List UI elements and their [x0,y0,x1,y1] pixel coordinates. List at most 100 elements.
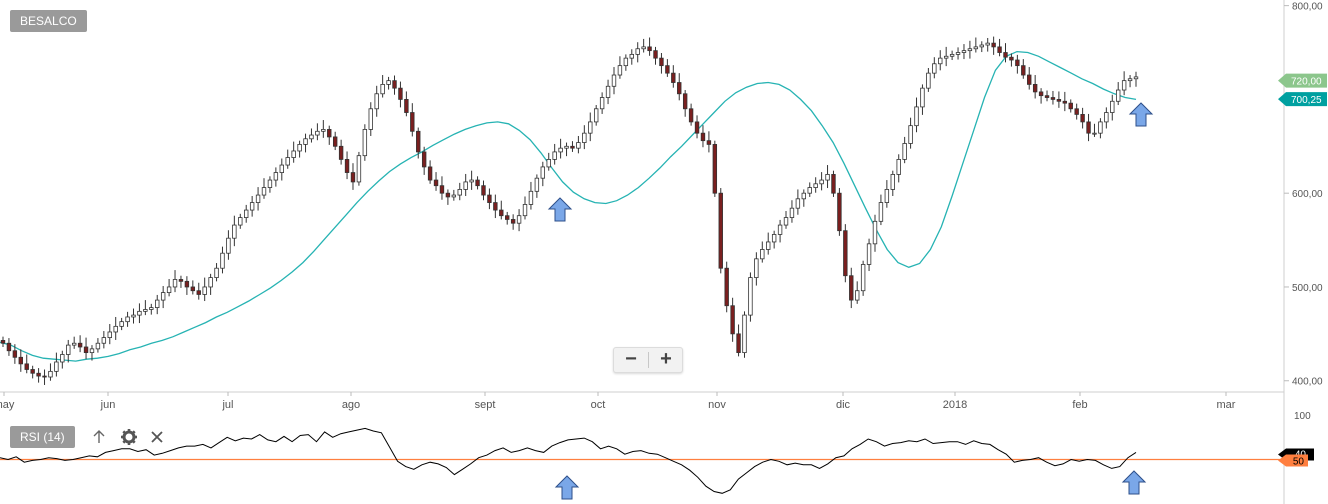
candle-body [1027,74,1032,85]
candle-body [1044,95,1050,98]
candle [60,350,65,369]
candle-body [356,155,362,183]
candle-body [748,277,753,316]
x-tick-label: 2018 [943,399,967,411]
candle-body [95,342,101,350]
candle [374,85,379,117]
candle-body [783,217,789,226]
gear-icon[interactable] [118,426,140,448]
candle-body [789,207,795,218]
candle-body [831,174,836,194]
candle-body [421,151,427,168]
candle-body [1127,78,1133,82]
candle-body [303,138,308,145]
rsi-level-tag-shape [1278,454,1308,467]
candle-body [700,132,706,142]
candle-body [570,145,575,149]
candle [1009,53,1014,67]
candle-body [742,314,747,354]
candle-body [890,174,895,190]
candle-body [1104,112,1109,123]
candle [671,65,676,88]
candle [54,352,59,377]
candle [605,79,611,105]
candle [89,345,95,361]
candle-body [967,48,973,52]
candle [677,73,682,101]
candle [1104,107,1109,129]
rsi-level-tag: 50 [1278,454,1308,468]
candle-body [736,333,741,354]
candle [599,92,605,114]
candle [641,38,646,53]
candle [760,241,765,263]
rsi-signal-arrow-icon [1121,470,1147,495]
candle [854,281,860,304]
candle [546,152,551,171]
candle [961,44,967,60]
candle-body [77,342,83,348]
zoom-divider [648,352,649,368]
candle [244,204,249,223]
candle [1110,94,1115,121]
symbol-label-button[interactable]: BESALCO [10,10,87,32]
last-price-tag: 720,00 [1278,73,1327,88]
candle [36,368,41,383]
candle [1015,54,1020,74]
rsi-indicator-button[interactable]: RSI (14) [10,426,75,448]
x-tick-label: may [0,399,15,411]
candle [273,167,279,187]
candle-body [712,144,718,194]
candle [570,141,575,152]
x-tick-label: dic [836,399,851,411]
candle-body [582,132,587,143]
candle [421,146,427,175]
candle [172,270,178,293]
moving-average-line [0,50,1137,362]
candle [629,49,634,65]
candle [878,194,884,226]
candle [558,138,563,159]
zoom-in-button[interactable]: + [660,348,672,370]
candle-body [872,220,878,245]
candle-body [961,50,967,53]
candle-body [344,159,350,173]
candle [220,246,225,274]
candle [71,336,77,349]
candle [439,176,445,200]
candle-body [433,179,439,187]
candle [6,338,12,356]
candle-body [475,179,480,187]
candle-body [410,112,415,132]
candle-body [777,224,783,235]
candle-body [214,267,219,278]
candle-body [1092,132,1097,135]
candle [647,37,652,56]
candle [623,54,629,71]
candle [1003,43,1008,63]
candle-body [754,258,759,278]
last-price-tag-shape [1278,73,1327,88]
candle-body [469,179,474,183]
candle-body [837,192,842,232]
candle-body [321,129,326,132]
candle-body [552,151,557,160]
candle-body [499,209,504,217]
candle-body [635,48,640,55]
candle [1068,99,1073,113]
candle-body [611,74,617,87]
candle [338,139,344,165]
candle [688,103,694,126]
candle-body [849,275,854,301]
arrow-up-icon[interactable] [88,426,110,448]
zoom-out-button[interactable]: − [625,348,637,370]
candle-body [249,202,255,211]
candle-body [884,189,890,203]
close-icon[interactable] [146,426,168,448]
candle-body [641,46,646,50]
candle-body [860,264,866,292]
candle [748,272,753,322]
candle [1086,113,1091,142]
candle-body [1110,100,1115,113]
